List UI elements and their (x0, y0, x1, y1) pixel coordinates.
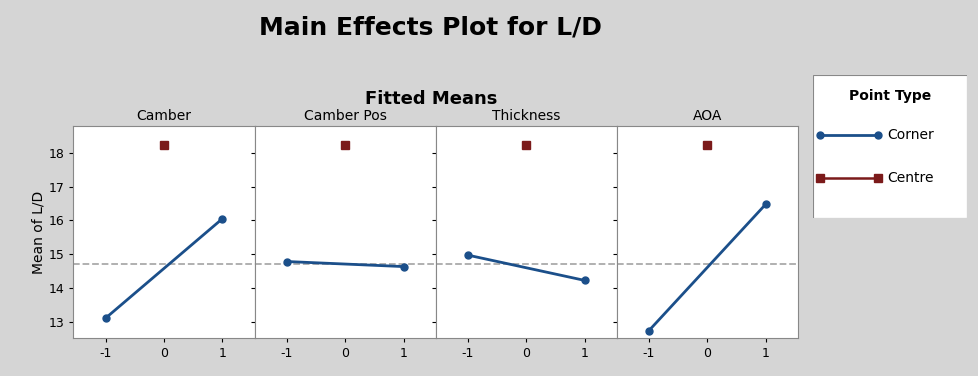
Title: Thickness: Thickness (492, 109, 559, 123)
Text: Corner: Corner (886, 128, 933, 142)
Text: Centre: Centre (886, 171, 932, 185)
Text: Main Effects Plot for L/D: Main Effects Plot for L/D (259, 15, 601, 39)
Title: Camber: Camber (136, 109, 192, 123)
Text: Fitted Means: Fitted Means (364, 90, 497, 108)
Title: AOA: AOA (691, 109, 722, 123)
Y-axis label: Mean of L/D: Mean of L/D (31, 191, 46, 274)
Title: Camber Pos: Camber Pos (303, 109, 386, 123)
FancyBboxPatch shape (812, 75, 966, 218)
Text: Point Type: Point Type (848, 89, 930, 103)
